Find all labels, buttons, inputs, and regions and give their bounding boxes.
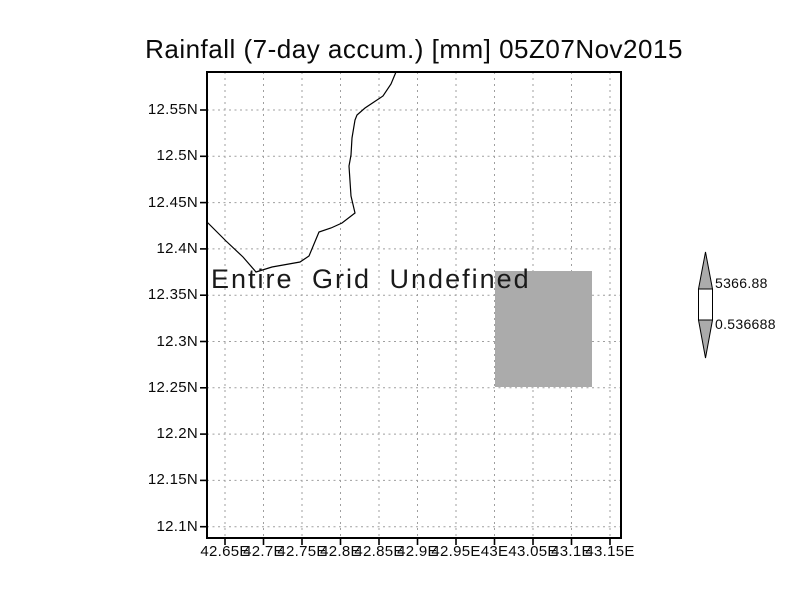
x-tick-label: 42.7E bbox=[243, 543, 284, 560]
x-tick-label: 42.9E bbox=[397, 543, 438, 560]
coastline-path bbox=[206, 71, 397, 273]
x-tick-label: 42.75E bbox=[277, 543, 327, 560]
x-tick-label: 43E bbox=[480, 543, 509, 560]
y-tick-label: 12.4N bbox=[156, 239, 198, 257]
y-tick-label: 12.25N bbox=[147, 378, 198, 396]
y-tick-label: 12.1N bbox=[156, 517, 198, 535]
y-tick-label: 12.2N bbox=[156, 425, 198, 443]
axis-ticks bbox=[200, 109, 611, 545]
x-tick-label: 42.8E bbox=[320, 543, 361, 560]
y-tick-label: 12.15N bbox=[147, 471, 198, 489]
plot-title: Rainfall (7-day accum.) [mm] 05Z07Nov201… bbox=[145, 34, 683, 64]
y-tick-label: 12.35N bbox=[147, 286, 198, 304]
y-tick-label: 12.55N bbox=[147, 101, 198, 118]
plot-frame-border bbox=[206, 71, 622, 539]
x-tick-label: 43.15E bbox=[585, 543, 635, 560]
x-tick-label: 42.85E bbox=[354, 543, 404, 560]
colorbar-lower-arrow bbox=[697, 319, 714, 359]
y-tick-label: 12.3N bbox=[156, 332, 198, 350]
y-tick-label: 12.45N bbox=[147, 193, 198, 211]
colorbar-upper-arrow bbox=[697, 251, 714, 290]
x-tick-label: 42.95E bbox=[431, 543, 481, 560]
x-tick-label: 42.65E bbox=[200, 543, 250, 560]
colorbar-min-label: 0.536688 bbox=[715, 316, 776, 332]
undefined-region-fill bbox=[495, 271, 592, 387]
colorbar-max-label: 5366.88 bbox=[715, 275, 768, 291]
colorbar-range-box bbox=[698, 288, 713, 321]
undefined-grid-message: Entire Grid Undefined bbox=[211, 264, 531, 294]
x-tick-label: 43.1E bbox=[551, 543, 592, 560]
x-tick-label: 43.05E bbox=[508, 543, 558, 560]
y-tick-label: 12.5N bbox=[156, 147, 198, 165]
colorbar bbox=[697, 251, 714, 359]
